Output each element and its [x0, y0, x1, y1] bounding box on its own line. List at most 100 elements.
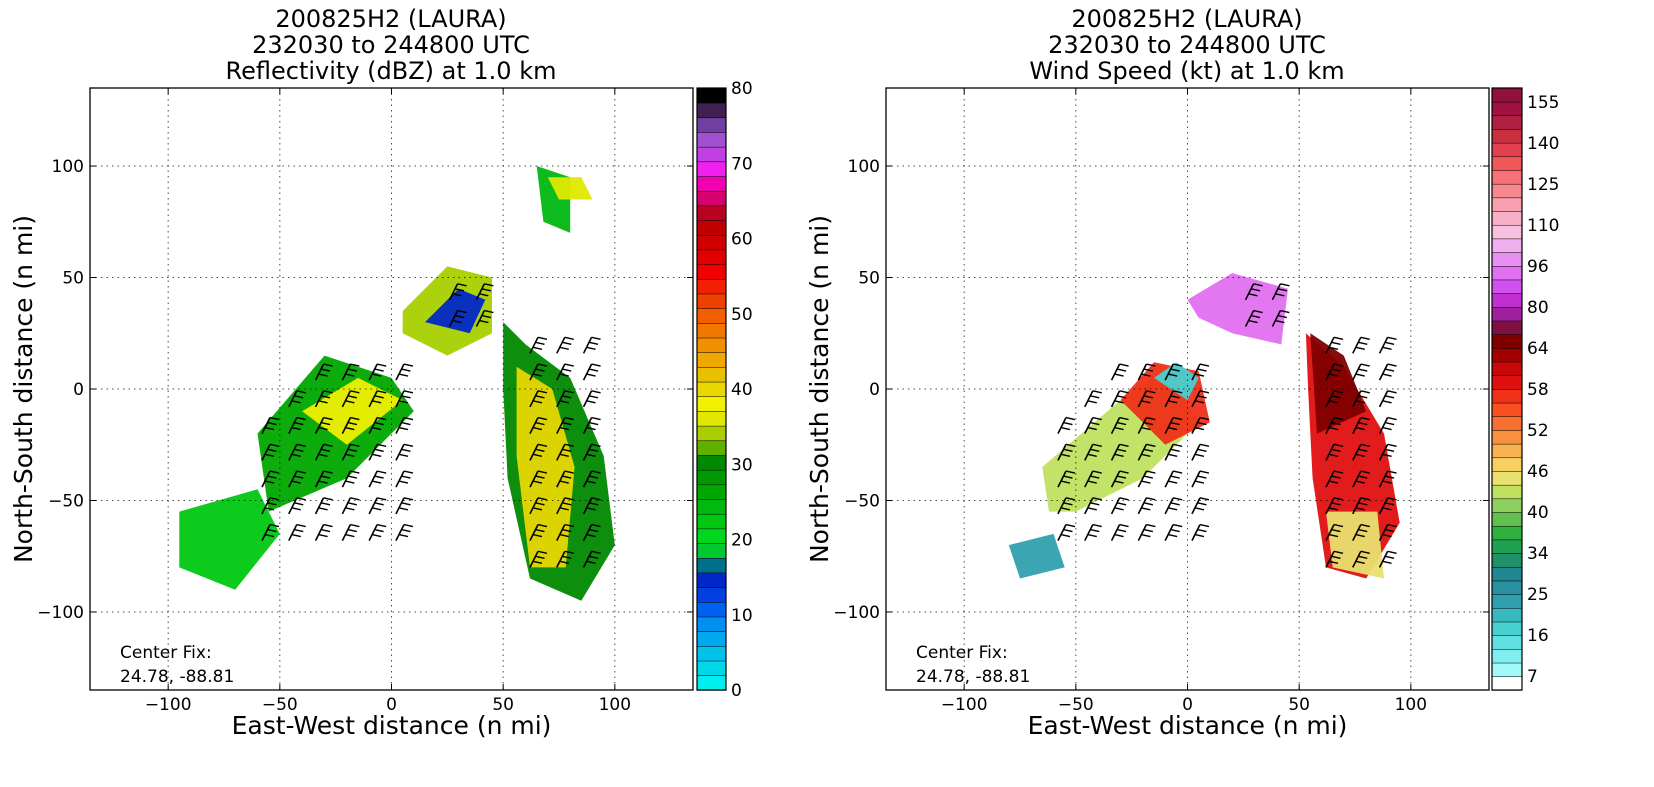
wind-barb-flag	[535, 502, 545, 506]
wind-barb	[368, 363, 378, 381]
wind-barb-flag	[1280, 283, 1290, 287]
wind-barb-flag	[1382, 400, 1392, 404]
wind-barb-flag	[1170, 448, 1180, 453]
wind-barb-flag	[1090, 502, 1100, 506]
wind-barb-flag	[374, 368, 384, 372]
colorbar-segment	[1491, 361, 1523, 376]
wind-barb	[341, 443, 352, 461]
wind-barb-flag	[269, 523, 280, 528]
y-tick-label: 0	[73, 380, 84, 400]
wind-barb-flag	[535, 555, 545, 560]
wind-barb-flag	[535, 528, 545, 533]
wind-barb-flag	[1087, 400, 1097, 404]
wind-barb-flag	[269, 416, 280, 421]
wind-barb	[1164, 363, 1174, 381]
colorbar-segment	[1491, 388, 1523, 404]
x-axis-label: East-West distance (n mi)	[1028, 711, 1348, 740]
wind-barb-flag	[296, 470, 306, 474]
wind-barb-flag	[1384, 555, 1395, 560]
wind-barb-flag	[398, 480, 409, 484]
wind-barb-flag	[345, 453, 355, 458]
wind-barb-flag	[1143, 395, 1154, 399]
wind-barb-flag	[479, 293, 489, 297]
wind-barb-flag	[1168, 507, 1178, 511]
colorbar-segment	[696, 161, 727, 177]
wind-barb-flag	[374, 528, 384, 533]
wind-barb-flag	[347, 528, 358, 533]
wind-barb-flag	[377, 443, 387, 448]
wind-barb	[1164, 390, 1174, 408]
wind-barb	[1352, 470, 1362, 488]
x-tick-label: −50	[1058, 695, 1094, 715]
wind-barb-flag	[564, 390, 574, 394]
wind-barb	[556, 363, 566, 381]
wind-barb-flag	[1119, 523, 1129, 528]
colorbar-tick-label: 60	[731, 230, 753, 250]
wind-barb	[1378, 390, 1389, 408]
colorbar-tick-label: 125	[1527, 175, 1559, 195]
radar-echo	[179, 489, 280, 590]
wind-barb	[1084, 390, 1094, 408]
wind-barb-flag	[457, 309, 467, 314]
wind-barb-flag	[559, 507, 569, 511]
wind-barb-flag	[323, 523, 333, 528]
colorbar-tick-label: 25	[1527, 585, 1549, 605]
colorbar-segment	[1491, 457, 1523, 472]
wind-barb-flag	[1328, 533, 1339, 538]
wind-barb	[1325, 524, 1335, 541]
colorbar-frame	[1491, 87, 1523, 691]
wind-barb-flag	[1199, 416, 1210, 421]
wind-barb-flag	[1146, 523, 1156, 528]
wind-barb-flag	[1114, 533, 1124, 538]
wind-barb-flag	[1170, 502, 1180, 506]
wind-barb	[288, 524, 298, 541]
wind-barb-flag	[1146, 416, 1156, 421]
wind-barb	[314, 363, 325, 381]
wind-barb	[395, 524, 405, 541]
colorbar-segment	[1491, 142, 1523, 158]
wind-barb-flag	[1360, 523, 1370, 528]
wind-barb-flag	[320, 502, 331, 506]
wind-barb-flag	[1173, 497, 1183, 501]
colorbar-segment	[1491, 511, 1523, 527]
wind-barb-flag	[374, 502, 384, 506]
colorbar-segment	[696, 484, 727, 500]
wind-barb-flag	[1170, 475, 1180, 479]
wind-barb-flag	[291, 507, 301, 511]
wind-barb	[582, 470, 593, 488]
wind-barb	[314, 524, 325, 541]
wind-barb-flag	[1092, 470, 1102, 474]
wind-barb-flag	[1328, 346, 1339, 351]
wind-barb-flag	[350, 390, 360, 394]
wind-barb-flag	[535, 341, 545, 346]
wind-barb	[261, 497, 271, 515]
wind-barb-flag	[1143, 502, 1154, 506]
colorbar-tick-label: 155	[1527, 93, 1559, 113]
wind-barb-flag	[1384, 502, 1395, 506]
wind-barb-flag	[1063, 475, 1073, 479]
wind-barb-flag	[320, 528, 331, 533]
wind-barb-flag	[296, 443, 306, 448]
wind-barb-flag	[345, 426, 355, 431]
chart-title-line: 200825H2 (LAURA)	[275, 5, 506, 33]
colorbar-segment	[1491, 498, 1523, 513]
wind-barb-flag	[537, 443, 548, 448]
wind-barb	[1164, 497, 1174, 515]
wind-barb	[1057, 443, 1067, 461]
wind-barb-flag	[1387, 416, 1397, 421]
wind-barb-flag	[403, 470, 414, 474]
wind-barb-flag	[1116, 528, 1127, 533]
colorbar-segment	[1491, 375, 1523, 390]
wind-barb-flag	[372, 533, 382, 538]
wind-barb	[1110, 443, 1121, 461]
colorbar-segment	[1491, 251, 1523, 267]
wind-barb	[314, 417, 325, 434]
y-tick-label: −50	[844, 491, 880, 511]
wind-barb-flag	[294, 395, 304, 399]
wind-barb	[341, 363, 352, 381]
wind-barb-flag	[1170, 368, 1180, 372]
wind-barb-flag	[588, 341, 599, 346]
colorbar-tick-label: 30	[731, 455, 753, 475]
wind-barb	[1110, 524, 1121, 541]
wind-barb-flag	[1328, 373, 1339, 377]
